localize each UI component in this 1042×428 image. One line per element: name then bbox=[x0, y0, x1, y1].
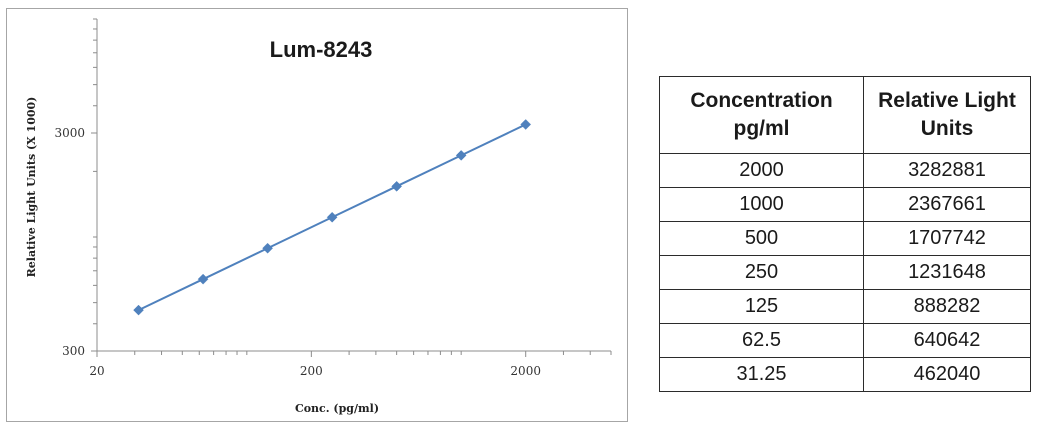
chart-axes bbox=[96, 19, 611, 352]
table-row: 250 1231648 bbox=[659, 255, 1031, 290]
header-concentration: Concentration pg/ml bbox=[659, 76, 864, 154]
cell-concentration: 250 bbox=[659, 255, 864, 290]
table-row: 62.5 640642 bbox=[659, 323, 1031, 358]
data-table: Concentration pg/ml Relative Light Units… bbox=[659, 76, 1031, 392]
y-axis-title: Relative Light Units (X 1000) bbox=[25, 97, 38, 278]
cell-rlu: 2367661 bbox=[863, 187, 1031, 222]
table-row: 31.25 462040 bbox=[659, 357, 1031, 392]
table-row: 125 888282 bbox=[659, 289, 1031, 324]
x-tick-label: 20 bbox=[89, 364, 104, 378]
chart-ticks bbox=[91, 18, 612, 357]
chart-title: Lum-8243 bbox=[270, 37, 373, 62]
table-header-row: Concentration pg/ml Relative Light Units bbox=[659, 76, 1031, 154]
data-point-marker bbox=[391, 180, 403, 192]
cell-concentration: 500 bbox=[659, 221, 864, 256]
cell-concentration: 62.5 bbox=[659, 323, 864, 358]
cell-rlu: 1231648 bbox=[863, 255, 1031, 290]
table-row: 500 1707742 bbox=[659, 221, 1031, 256]
cell-rlu: 3282881 bbox=[863, 153, 1031, 188]
cell-concentration: 1000 bbox=[659, 187, 864, 222]
cell-concentration: 2000 bbox=[659, 153, 864, 188]
chart-panel: Lum-8243 20 200 2000 300 3000 Conc. (pg/ml) … bbox=[6, 8, 628, 422]
header-line: Concentration bbox=[690, 89, 833, 112]
x-tick-label: 2000 bbox=[510, 364, 541, 378]
y-tick-label: 3000 bbox=[54, 126, 85, 140]
data-point-marker bbox=[520, 119, 532, 130]
x-axis-title: Conc. (pg/ml) bbox=[295, 402, 379, 415]
cell-rlu: 640642 bbox=[863, 323, 1031, 358]
header-line: Relative Light bbox=[878, 89, 1016, 112]
cell-rlu: 888282 bbox=[863, 289, 1031, 324]
header-line: Units bbox=[920, 117, 974, 140]
cell-concentration: 125 bbox=[659, 289, 864, 324]
cell-rlu: 462040 bbox=[863, 357, 1031, 392]
chart-series bbox=[133, 119, 532, 316]
header-line: pg/ml bbox=[733, 117, 790, 140]
x-tick-label: 200 bbox=[300, 364, 323, 378]
chart-tick-labels: 20 200 2000 300 3000 bbox=[54, 126, 541, 378]
header-rlu: Relative Light Units bbox=[863, 76, 1031, 154]
data-point-marker bbox=[262, 242, 273, 254]
y-tick-label: 300 bbox=[62, 344, 85, 358]
data-point-marker bbox=[326, 211, 338, 223]
cell-rlu: 1707742 bbox=[863, 221, 1031, 256]
table-row: 1000 2367661 bbox=[659, 187, 1031, 222]
data-point-marker bbox=[197, 273, 209, 285]
table-row: 2000 3282881 bbox=[659, 153, 1031, 188]
data-point-marker bbox=[455, 150, 467, 161]
cell-concentration: 31.25 bbox=[659, 357, 864, 392]
data-point-marker bbox=[133, 304, 144, 316]
